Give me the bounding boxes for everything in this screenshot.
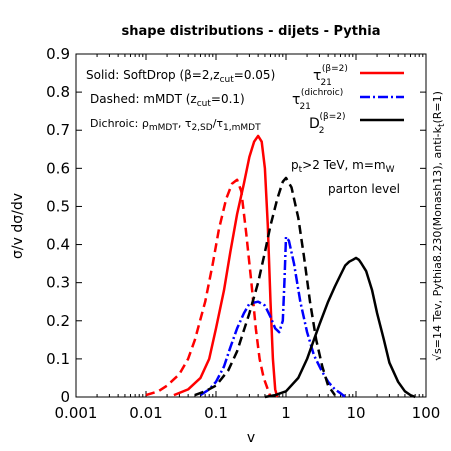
x-tick-label: 100 [412,404,441,422]
chart-title: shape distributions - dijets - Pythia [122,24,381,39]
x-tick-label: 10 [346,404,365,422]
series-line-tau21-dichroic [199,235,346,398]
y-tick-label: 0.8 [46,83,70,101]
legend-label-tau21-dichroic: τ21(dichroic) [292,88,343,112]
legend: τ21(β=2) τ21(dichroic) D2(β=2) [292,64,404,136]
x-axis-label: v [247,430,255,446]
annotation-dashed: Dashed: mMDT (zcut=0.1) [90,92,245,109]
y-tick-label: 0 [60,388,70,406]
y-tick-label: 0.1 [46,350,70,368]
y-tick-label: 0.9 [46,45,70,63]
legend-label-tau21-beta2: τ21(β=2) [313,64,348,88]
annotation-dichroic: Dichroic: ρmMDT, τ2,SD/τ1,mMDT [90,117,261,133]
y-axis: 0 0.1 0.2 0.3 0.4 0.5 0.6 0.7 0.8 0.9 [46,45,426,406]
y-tick-label: 0.3 [46,274,70,292]
side-annotation: √s=14 Tev, Pythia8.230(Monash13), anti-k… [431,91,447,361]
series-line-tau21-mmdt [145,178,272,398]
legend-label-d2-beta2: D2(β=2) [309,112,346,136]
x-tick-label: 0.1 [204,404,228,422]
series-layer [145,134,416,399]
x-tick-label: 0.01 [129,404,162,422]
y-tick-label: 0.6 [46,159,70,177]
series-line-tau21-softdrop [173,134,279,398]
x-tick-label: 1 [281,404,291,422]
y-tick-label: 0.4 [46,236,70,254]
y-tick-label: 0.5 [46,197,70,215]
series-line-d2-softdrop [264,256,416,399]
plot-frame [75,53,427,398]
series-line-d2-mmdt [194,176,336,397]
y-tick-label: 0.7 [46,121,70,139]
annotation-solid: Solid: SoftDrop (β=2,zcut=0.05) [86,68,275,85]
annotation-cut-pt-mass: pt>2 TeV, m=mW [291,158,395,175]
y-axis-label: σ/v dσ/dv [10,193,26,259]
annotation-parton-level: parton level [328,182,400,196]
y-tick-label: 0.2 [46,312,70,330]
x-tick-label: 0.001 [55,404,98,422]
x-axis: 0.001 0.01 0.1 1 10 100 [55,54,441,422]
